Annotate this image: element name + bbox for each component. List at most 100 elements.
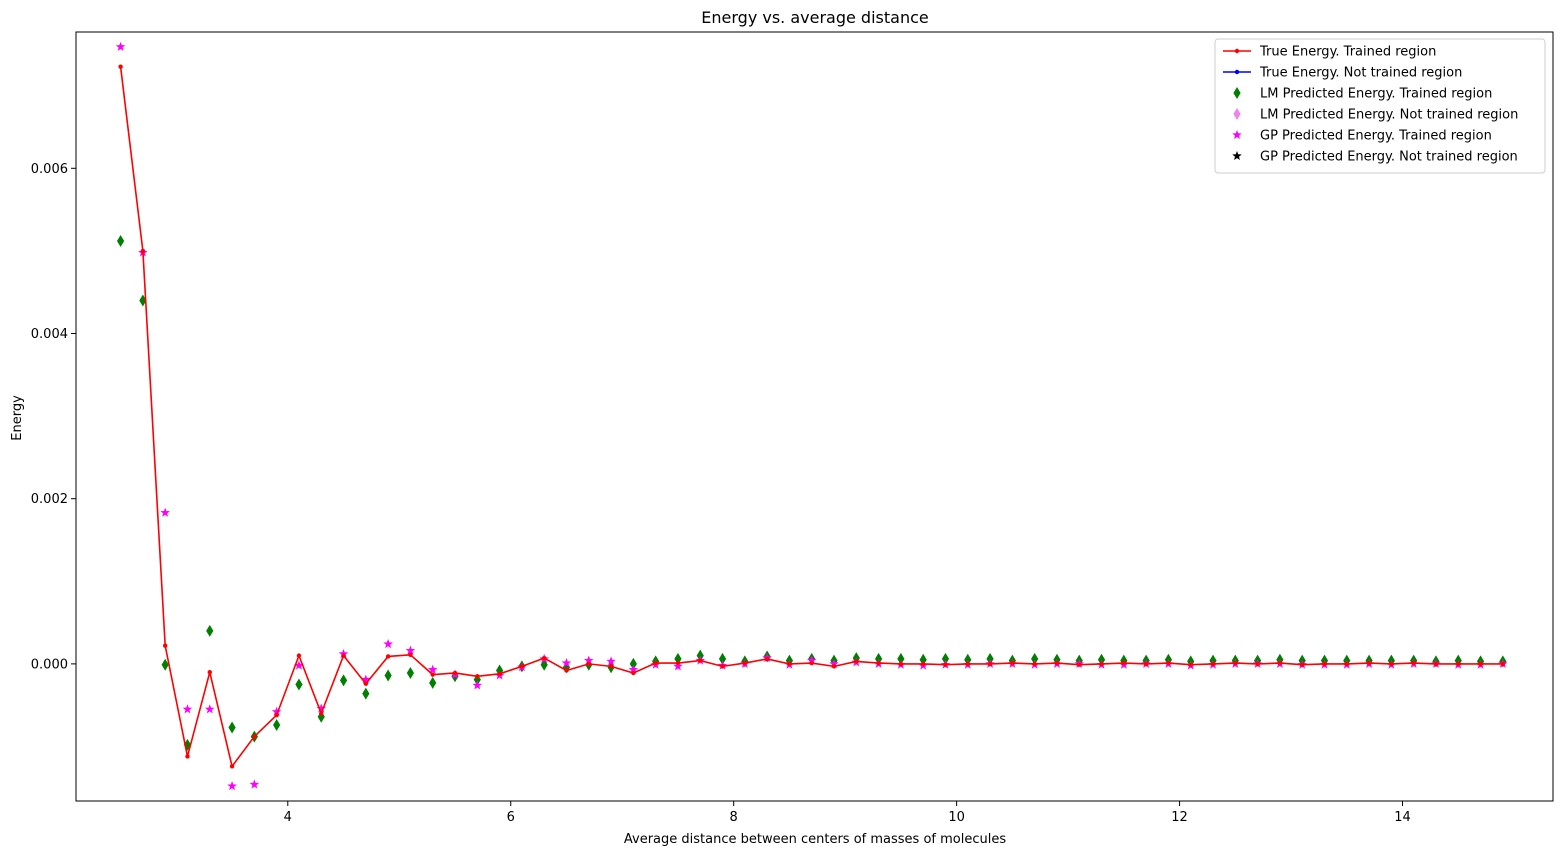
data-point — [294, 660, 304, 670]
legend-marker — [1234, 69, 1240, 75]
y-axis-label: Energy — [10, 395, 25, 441]
data-point — [116, 234, 125, 247]
x-axis: 4 6 8 10 12 14 — [284, 801, 1411, 825]
data-point — [1010, 660, 1015, 666]
data-point — [854, 659, 859, 664]
data-point — [631, 670, 636, 676]
data-point — [1233, 660, 1238, 666]
data-point — [229, 764, 235, 769]
data-point — [274, 712, 279, 718]
data-point — [271, 706, 282, 716]
data-point — [227, 781, 237, 791]
data-point — [1322, 661, 1327, 667]
legend-marker — [1233, 87, 1241, 99]
data-point — [316, 703, 326, 713]
data-point — [1031, 652, 1039, 665]
legend-label: True Energy. Trained region — [1259, 45, 1436, 60]
data-point — [139, 294, 147, 307]
data-point — [1433, 661, 1439, 667]
data-point — [185, 754, 190, 759]
legend-label: True Energy. Not trained region — [1259, 66, 1462, 81]
data-point — [987, 661, 993, 667]
legend-box — [1214, 38, 1546, 174]
legend-label: GP Predicted Energy. Trained region — [1260, 129, 1492, 144]
data-point — [1032, 661, 1037, 667]
series-2 — [116, 234, 1507, 751]
data-point — [653, 660, 658, 666]
data-point — [430, 672, 435, 677]
data-point — [362, 687, 370, 700]
plot-frame — [75, 31, 1554, 802]
legend-entry: LM Predicted Energy. Trained region — [1233, 87, 1492, 102]
data-point — [115, 41, 126, 51]
data-point — [720, 664, 725, 669]
data-point — [628, 664, 639, 674]
x-tick-label: 12 — [1171, 810, 1188, 825]
data-point — [920, 661, 926, 667]
data-point — [385, 654, 391, 659]
data-point — [943, 662, 948, 667]
data-point — [1344, 661, 1349, 667]
data-point — [1389, 661, 1394, 667]
data-point — [829, 658, 839, 668]
data-point — [606, 656, 616, 666]
data-point — [561, 658, 572, 668]
data-point — [205, 704, 215, 714]
data-point — [295, 678, 303, 691]
data-point — [406, 666, 415, 679]
data-point — [584, 655, 594, 665]
data-point — [1299, 662, 1305, 667]
x-axis-label: Average distance between centers of mass… — [624, 832, 1006, 847]
legend-marker — [1233, 108, 1241, 120]
data-point — [273, 719, 281, 732]
data-point — [182, 704, 193, 714]
legend-marker — [1234, 48, 1240, 54]
data-point — [162, 643, 168, 648]
data-point — [472, 680, 483, 690]
y-tick-label: 0.004 — [31, 327, 68, 342]
data-point — [296, 653, 302, 658]
data-point — [341, 653, 346, 658]
data-point — [742, 660, 748, 666]
data-point — [876, 660, 881, 666]
data-point — [806, 655, 817, 665]
legend: True Energy. Trained region True Energy. … — [1214, 38, 1546, 174]
data-point — [1143, 661, 1149, 667]
legend-label: LM Predicted Energy. Not trained region — [1260, 108, 1518, 123]
data-point — [339, 674, 348, 687]
x-tick-label: 10 — [948, 810, 965, 825]
legend-marker — [1232, 130, 1242, 140]
data-point — [452, 670, 458, 676]
data-point — [1478, 661, 1483, 667]
legend-label: LM Predicted Energy. Trained region — [1260, 87, 1492, 102]
data-point — [161, 658, 169, 671]
data-point — [629, 657, 637, 670]
data-point — [608, 664, 614, 669]
legend-entry: True Energy. Not trained region — [1223, 66, 1462, 81]
data-point — [1166, 660, 1171, 666]
y-tick-label: 0.006 — [31, 162, 68, 177]
data-point — [541, 655, 547, 661]
data-point — [564, 668, 569, 673]
data-point — [965, 661, 970, 667]
legend-entry: GP Predicted Energy. Trained region — [1232, 129, 1492, 144]
data-point — [1121, 660, 1127, 666]
data-point — [405, 645, 416, 655]
data-point — [206, 624, 214, 637]
legend-entry: True Energy. Trained region — [1223, 45, 1436, 60]
data-point — [160, 507, 170, 517]
x-tick-label: 14 — [1394, 810, 1411, 825]
data-point — [319, 711, 324, 716]
data-point — [1077, 662, 1082, 667]
legend-entry: LM Predicted Energy. Not trained region — [1233, 108, 1518, 123]
x-tick-label: 8 — [730, 810, 738, 825]
data-point — [764, 656, 770, 662]
data-point — [897, 652, 905, 665]
data-point — [383, 639, 393, 649]
data-point — [1054, 660, 1060, 666]
legend-marker — [1232, 151, 1242, 161]
data-point — [429, 676, 437, 689]
data-point — [497, 671, 502, 676]
legend-entry: GP Predicted Energy. Not trained region — [1232, 150, 1518, 165]
data-point — [673, 661, 683, 671]
